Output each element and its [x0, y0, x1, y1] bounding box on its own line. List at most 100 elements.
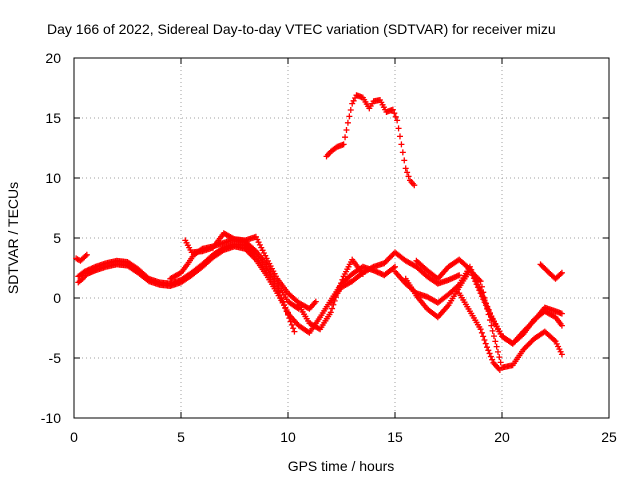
- data-point: [312, 298, 319, 305]
- data-point: [488, 322, 495, 329]
- data-point: [389, 106, 396, 113]
- data-point: [401, 157, 408, 164]
- series-arc-l: [456, 290, 503, 373]
- data-point: [489, 327, 496, 334]
- y-tick-label: 5: [53, 230, 61, 246]
- data-point: [290, 325, 297, 332]
- data-point: [496, 354, 503, 361]
- data-point: [230, 235, 237, 242]
- data-point: [350, 97, 357, 104]
- data-point: [477, 326, 484, 333]
- data-point: [343, 127, 350, 133]
- data-point: [387, 253, 394, 260]
- x-tick-label: 0: [70, 429, 78, 445]
- y-tick-label: 20: [45, 50, 61, 66]
- data-point: [470, 275, 477, 282]
- series-arc-j: [402, 267, 565, 371]
- y-tick-label: 15: [45, 110, 61, 126]
- data-point: [558, 322, 565, 329]
- data-point: [252, 233, 259, 240]
- data-point: [482, 340, 489, 347]
- data-point: [558, 269, 565, 276]
- data-point: [490, 333, 497, 340]
- data-point: [494, 348, 501, 355]
- data-point: [485, 308, 492, 315]
- y-axis-label: SDTVAR / TECUs: [5, 182, 21, 294]
- data-point: [342, 134, 349, 141]
- data-point: [485, 347, 492, 354]
- series-arc-k: [413, 256, 565, 347]
- data-point: [478, 329, 485, 336]
- data-point: [255, 239, 262, 246]
- x-tick-label: 10: [280, 429, 296, 445]
- y-tick-label: -10: [41, 410, 61, 426]
- series-arc-g: [285, 263, 398, 336]
- data-point: [481, 299, 488, 306]
- data-point: [391, 110, 398, 117]
- chart-title: Day 166 of 2022, Sidereal Day-to-day VTE…: [47, 21, 556, 37]
- data-point: [256, 241, 263, 248]
- x-tick-label: 5: [177, 429, 185, 445]
- data-point: [477, 290, 484, 297]
- data-point: [468, 269, 475, 276]
- axis-ticks: 0 5 10 15 20 25 -10 -5 0 5 10 15 20: [41, 50, 617, 445]
- data-point: [497, 359, 504, 366]
- data-point: [558, 310, 565, 317]
- data-point: [480, 333, 487, 340]
- data-point: [340, 141, 347, 148]
- data-point: [465, 265, 472, 271]
- data-point: [404, 169, 411, 176]
- data-point: [390, 264, 397, 271]
- data-point: [347, 107, 354, 113]
- series-arc-n: [323, 92, 418, 189]
- data-point: [305, 328, 312, 335]
- grid: [74, 58, 609, 418]
- data-point: [484, 305, 491, 312]
- data-point: [557, 271, 564, 277]
- data-point: [486, 311, 493, 318]
- data-point: [481, 337, 488, 343]
- data-point: [484, 344, 491, 351]
- data-point: [472, 278, 479, 285]
- data-point: [496, 367, 503, 373]
- data-point: [254, 236, 261, 243]
- y-tick-label: 10: [45, 170, 61, 186]
- data-point: [288, 321, 295, 328]
- series-arc-f: [295, 256, 366, 333]
- data-point: [492, 338, 499, 345]
- data-point: [349, 100, 356, 107]
- data-point: [476, 287, 483, 294]
- data-point: [519, 332, 526, 339]
- data-point: [474, 284, 481, 291]
- data-point: [489, 356, 496, 363]
- data-point: [344, 119, 351, 126]
- data-point: [482, 302, 489, 309]
- data-point: [259, 247, 266, 254]
- series-arc-h: [327, 249, 463, 306]
- data-point: [398, 141, 405, 148]
- data-point: [477, 278, 484, 285]
- data-point: [480, 289, 487, 296]
- data-point: [83, 251, 90, 258]
- data-point: [291, 328, 298, 335]
- data-points: [73, 92, 565, 373]
- data-point: [260, 250, 267, 256]
- x-axis-label: GPS time / hours: [288, 458, 395, 474]
- data-point: [456, 272, 463, 279]
- y-tick-label: -5: [49, 350, 62, 366]
- data-point: [405, 173, 412, 180]
- x-tick-label: 15: [387, 429, 403, 445]
- data-point: [486, 350, 493, 357]
- data-point: [392, 113, 399, 120]
- data-point: [395, 125, 402, 132]
- data-point: [473, 281, 480, 288]
- data-point: [402, 165, 409, 172]
- series-arc-e: [182, 230, 319, 312]
- data-point: [262, 252, 269, 259]
- data-point: [346, 113, 353, 120]
- data-point: [524, 342, 531, 349]
- series-arc-b: [75, 243, 291, 316]
- data-point: [396, 133, 403, 140]
- data-point: [329, 305, 336, 312]
